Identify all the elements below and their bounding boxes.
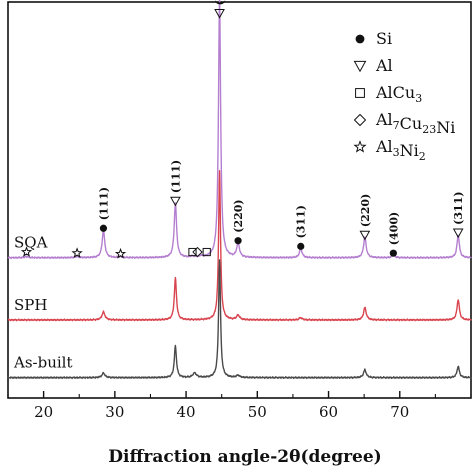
peak-label: (111) [97, 187, 110, 220]
series-layer [7, 0, 472, 380]
tick-layer: 20 30 40 50 60 70 [7, 391, 472, 421]
legend-marker-square [355, 88, 365, 98]
x-axis-label: Diffraction angle-2θ(degree) [108, 447, 381, 467]
peak-marker-diamond [192, 246, 203, 258]
peak-label: (111) [169, 160, 182, 193]
peak-marker-filled-circle [297, 242, 305, 250]
legend-marker-filled-circle [355, 34, 365, 44]
series-label-layer: SQA SPH As-built [13, 234, 72, 372]
peak-label: (220) [359, 194, 372, 227]
series-label: As-built [13, 354, 72, 372]
peak-marker-filled-circle [389, 249, 397, 257]
x-tick-label: 50 [248, 403, 267, 421]
x-tick-label: 60 [319, 403, 338, 421]
x-tick-label: 30 [105, 403, 124, 421]
x-tick-label: 20 [34, 403, 53, 421]
plot-border [7, 1, 472, 399]
peak-label: (200) [214, 0, 227, 5]
annotation-layer: (111) (111) (200) (220) (311) (220) (400) (311) [20, 0, 465, 259]
peak-marker-square [202, 247, 211, 257]
peak-label: (311) [295, 205, 308, 238]
series-label: SPH [14, 296, 47, 314]
peak-marker-square [188, 247, 197, 257]
plot-frame [7, 1, 472, 399]
legend-marker-down-triangle [353, 60, 367, 73]
peak-marker-down-triangle [359, 230, 371, 241]
peak-marker-filled-circle [234, 237, 242, 245]
peak-marker-star [71, 247, 83, 258]
peak-label: (400) [387, 212, 400, 245]
peak-marker-down-triangle [452, 228, 464, 239]
legend-label: Si [376, 29, 392, 48]
peak-marker-star [20, 246, 33, 257]
legend-label: Al3Ni2 [375, 137, 426, 163]
series-label: SQA [14, 234, 48, 252]
peak-label: (311) [452, 191, 465, 224]
series-line-sph [7, 170, 472, 322]
legend-marker-diamond [353, 113, 367, 127]
peak-marker-star [114, 247, 127, 259]
series-line-as-built [7, 259, 472, 380]
legend-label: Al [375, 56, 393, 75]
x-tick-label: 70 [390, 403, 409, 421]
peak-marker-down-triangle [214, 8, 225, 19]
legend-marker-star [353, 140, 367, 153]
peak-marker-down-triangle [170, 196, 181, 207]
x-tick-label: 40 [177, 403, 196, 421]
peak-label: (220) [232, 199, 245, 232]
peak-marker-filled-circle [99, 224, 108, 232]
legend-label: Al7Cu23Ni [375, 110, 455, 137]
legend-label: AlCu3 [375, 83, 422, 105]
